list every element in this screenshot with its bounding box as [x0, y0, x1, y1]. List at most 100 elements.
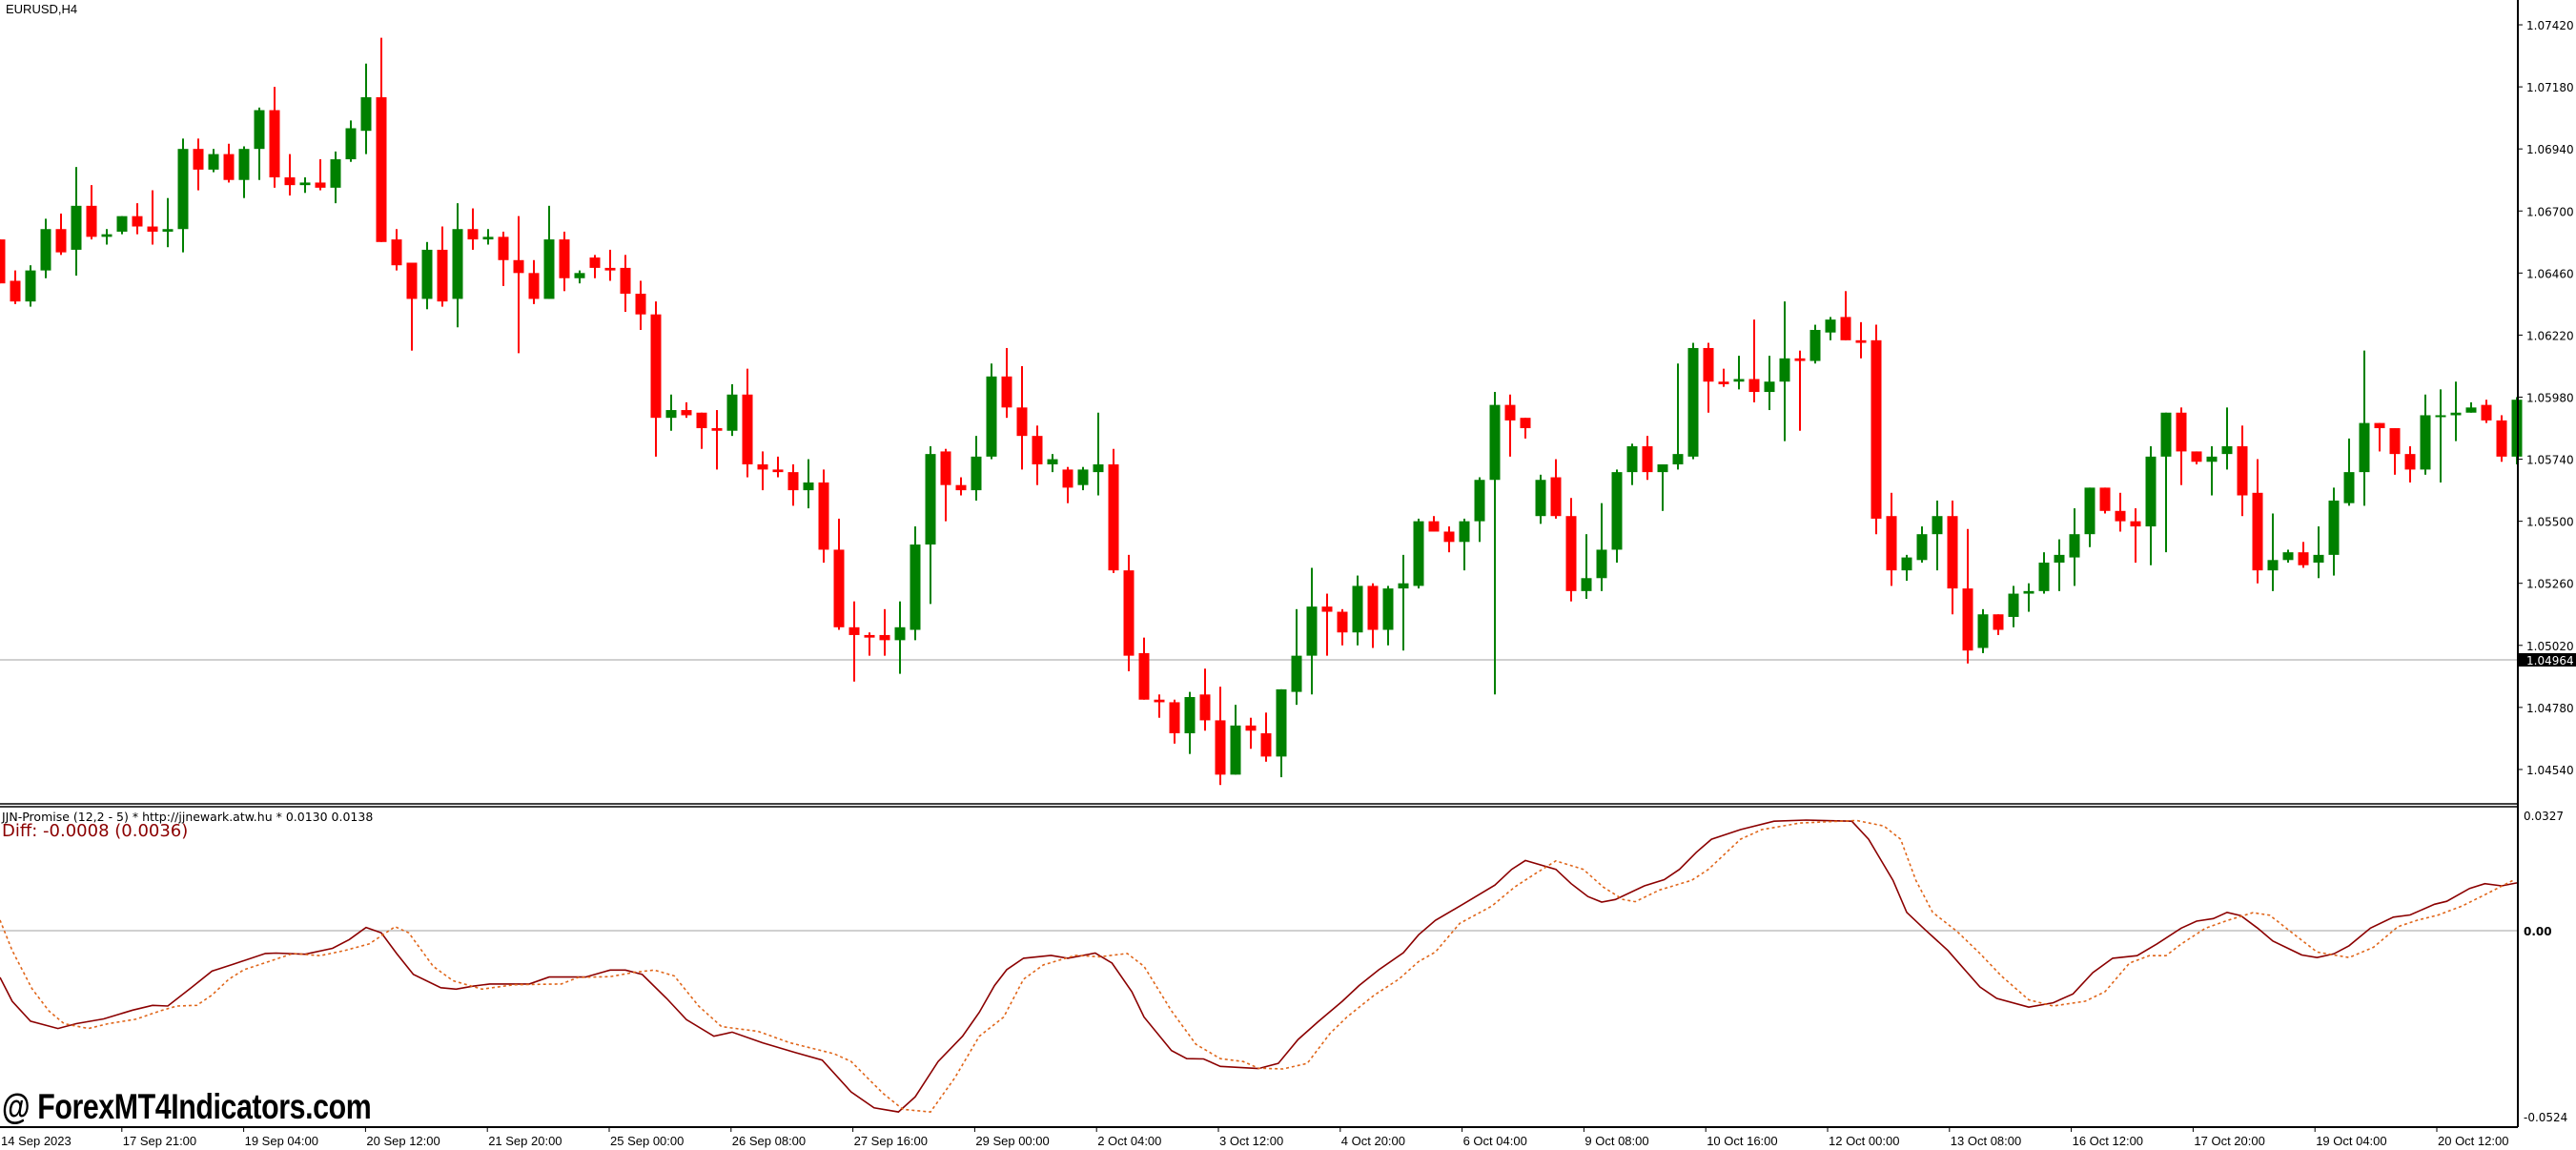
- candle-body: [513, 259, 524, 274]
- candle-bearish: [2496, 415, 2507, 462]
- candle-bearish: [1718, 368, 1729, 387]
- candle-bullish: [2420, 394, 2431, 475]
- candle-body: [2389, 428, 2401, 455]
- price-pane[interactable]: [0, 37, 2523, 786]
- candle-body: [1138, 652, 1150, 700]
- time-tick-label: 29 Sep 00:00: [975, 1134, 1049, 1148]
- candle-body: [910, 544, 921, 630]
- candle-bullish: [482, 229, 494, 245]
- candle-bearish: [1169, 699, 1180, 744]
- candle-bearish: [376, 37, 387, 242]
- candle-body: [803, 482, 814, 491]
- candle-bearish: [559, 231, 570, 292]
- price-tick-label: 1.05740: [2526, 454, 2574, 467]
- candle-body: [2252, 492, 2263, 571]
- candle-body: [1001, 376, 1012, 408]
- candle-body: [1886, 516, 1897, 571]
- candle-bearish: [2481, 400, 2492, 423]
- candle-bearish: [1428, 516, 1440, 532]
- candle-body: [1779, 358, 1790, 382]
- candle-bullish: [71, 167, 82, 277]
- candle-bullish: [2160, 412, 2172, 553]
- candle-bullish: [254, 107, 265, 180]
- candle-bullish: [2023, 583, 2034, 612]
- candle-body: [437, 249, 448, 302]
- price-tick-label: 1.04540: [2526, 764, 2574, 777]
- candle-bullish: [2465, 401, 2477, 413]
- candle-bullish: [2267, 513, 2279, 591]
- candle-bearish: [1748, 319, 1760, 402]
- candle-bearish: [1855, 321, 1867, 359]
- candle-body: [2206, 456, 2218, 462]
- candle-body: [55, 229, 67, 253]
- candle-bearish: [1138, 637, 1150, 700]
- candle-body: [2267, 560, 2279, 571]
- indicator-pane[interactable]: [0, 819, 2518, 1113]
- candle-body: [162, 229, 174, 232]
- candle-bullish: [330, 151, 341, 204]
- candle-body: [2221, 446, 2233, 455]
- candle-bullish: [1916, 526, 1928, 564]
- candle-bullish: [421, 241, 433, 310]
- candle-body: [2054, 554, 2065, 564]
- candle-body: [1840, 317, 1851, 340]
- candle-bullish: [1535, 474, 1546, 524]
- candle-bullish: [1809, 324, 1821, 364]
- candle-body: [1169, 702, 1180, 733]
- candle-body: [2465, 407, 2477, 413]
- candle-bullish: [910, 526, 921, 641]
- candle-body: [543, 239, 555, 299]
- candle-bullish: [299, 177, 311, 194]
- candle-bearish: [2298, 542, 2309, 568]
- candle-bearish: [635, 280, 646, 330]
- candle-body: [25, 270, 36, 302]
- candle-bearish: [1337, 608, 1348, 646]
- candle-bullish: [360, 63, 372, 154]
- candle-bullish: [726, 383, 738, 437]
- candle-body: [2282, 552, 2294, 561]
- candle-bearish: [1550, 459, 1562, 519]
- candle-bearish: [1565, 498, 1577, 602]
- candle-bearish: [0, 239, 6, 284]
- candle-bearish: [2099, 487, 2111, 514]
- candle-bearish: [391, 229, 402, 271]
- candle-body: [559, 239, 570, 278]
- candle-bearish: [223, 143, 235, 183]
- symbol-timeframe-label: EURUSD,H4: [6, 2, 78, 16]
- candle-bearish: [711, 410, 723, 470]
- candle-bearish: [604, 249, 616, 281]
- candle-bullish: [2328, 487, 2340, 576]
- candle-body: [482, 236, 494, 240]
- candle-bullish: [1291, 608, 1302, 706]
- candle-bullish: [1474, 477, 1485, 543]
- indicator-header: JJN-Promise (12,2 - 5) * http://jjnewark…: [2, 810, 374, 824]
- candle-bearish: [1642, 436, 1653, 481]
- candle-bullish: [177, 138, 189, 253]
- candle-body: [1108, 463, 1119, 571]
- candle-bearish: [1062, 466, 1073, 503]
- candle-body: [1596, 549, 1607, 579]
- price-tick-label: 1.06460: [2526, 267, 2574, 280]
- candle-bullish: [1413, 518, 1424, 589]
- candle-bearish: [2191, 451, 2202, 464]
- candle-body: [1733, 379, 1745, 382]
- candle-body: [864, 634, 875, 638]
- candle-body: [360, 96, 372, 132]
- candle-body: [742, 394, 753, 464]
- time-tick-label: 26 Sep 08:00: [732, 1134, 806, 1148]
- candle-body: [1199, 694, 1211, 721]
- time-tick-label: 9 Oct 08:00: [1584, 1134, 1648, 1148]
- indicator-axis: 0.0327 0.00 -0.0524: [2524, 810, 2567, 1124]
- candle-bullish: [1626, 443, 1638, 485]
- candle-body: [1428, 521, 1440, 532]
- candle-bearish: [1520, 418, 1531, 439]
- candle-body: [650, 314, 662, 419]
- indicator-diff-readout: Diff: -0.0008 (0.0036): [2, 821, 189, 841]
- candle-body: [1443, 531, 1455, 543]
- candle-body: [1260, 732, 1272, 757]
- candle-body: [772, 469, 784, 473]
- time-tick-label: 14 Sep 2023: [1, 1134, 72, 1148]
- price-tick-label: 1.05500: [2526, 516, 2574, 529]
- candle-body: [604, 267, 616, 271]
